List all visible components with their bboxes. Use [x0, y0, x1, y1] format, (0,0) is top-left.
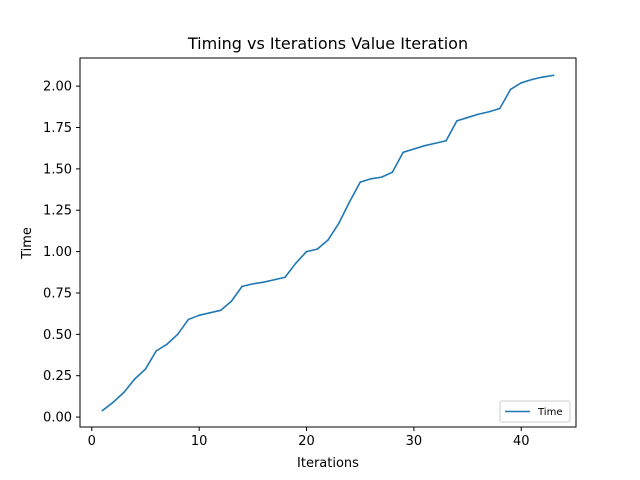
data-point [294, 262, 297, 264]
plot-frame [79, 57, 577, 428]
y-tick-label: 2.00 [43, 80, 72, 95]
data-point [541, 76, 544, 78]
data-point [370, 177, 372, 180]
y-tick-label: 1.75 [43, 121, 72, 136]
data-point [466, 116, 469, 119]
data-point [391, 171, 394, 173]
x-axis-label: Iterations [297, 456, 359, 471]
data-point [531, 78, 533, 81]
y-tick-label: 1.25 [43, 204, 72, 219]
data-point [187, 318, 190, 321]
data-point [498, 107, 501, 110]
x-tick-label: 10 [191, 434, 208, 449]
x-tick-label: 0 [88, 434, 96, 449]
data-point [327, 239, 329, 241]
y-tick-label: 1.50 [43, 162, 72, 177]
data-point [520, 82, 523, 84]
legend-box [499, 400, 571, 423]
data-point [552, 74, 555, 77]
x-tick-label: 30 [406, 434, 423, 449]
legend-label: Time [537, 407, 562, 418]
data-point [209, 312, 211, 314]
data-point [123, 391, 125, 394]
data-point [402, 151, 404, 154]
y-tick-label: 0.75 [43, 286, 72, 301]
x-ticks: 0 10 20 30 40 [88, 427, 530, 449]
y-tick-label: 0.00 [43, 411, 72, 426]
data-point [273, 278, 276, 281]
data-point [413, 148, 415, 150]
data-point [241, 285, 243, 288]
y-tick-label: 0.50 [43, 328, 72, 343]
data-point [198, 314, 200, 317]
y-axis-label: Time [20, 227, 35, 260]
data-point [434, 142, 437, 145]
data-point [101, 409, 104, 412]
data-point [305, 250, 308, 253]
data-point [166, 343, 168, 346]
data-point [230, 300, 233, 303]
data-point [488, 110, 490, 113]
data-point [380, 176, 383, 178]
data-point [112, 401, 115, 403]
y-ticks: 0.00 0.25 0.50 0.75 1.00 1.25 1.50 1.75 2.00 [43, 80, 80, 426]
data-point [252, 283, 254, 285]
data-point [445, 139, 447, 142]
x-tick-label: 20 [298, 434, 315, 449]
data-point [316, 248, 319, 250]
data-points [101, 74, 555, 412]
chart-title: Timing vs Iterations Value Iteration [187, 34, 468, 53]
data-point [133, 378, 136, 380]
x-tick-label: 40 [513, 434, 530, 449]
y-tick-label: 1.00 [43, 245, 72, 260]
data-point [477, 113, 480, 116]
data-point [262, 281, 265, 284]
legend: Time [499, 400, 571, 423]
data-point [176, 333, 179, 336]
data-point [219, 309, 222, 312]
data-point [456, 120, 458, 122]
data-point [144, 368, 147, 370]
data-point [423, 144, 426, 147]
data-point [155, 350, 158, 352]
y-tick-label: 0.25 [43, 369, 72, 384]
data-point [359, 181, 362, 183]
data-point [337, 222, 340, 225]
data-point [509, 88, 512, 91]
data-point [348, 201, 351, 203]
data-point [284, 276, 286, 279]
